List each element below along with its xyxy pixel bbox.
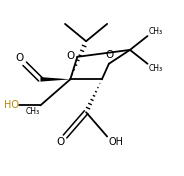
- Text: O: O: [106, 50, 114, 60]
- Text: HO: HO: [3, 100, 19, 110]
- Text: CH₃: CH₃: [25, 107, 40, 116]
- Text: OH: OH: [108, 137, 123, 147]
- Text: O: O: [66, 51, 74, 61]
- Text: CH₃: CH₃: [149, 27, 163, 36]
- Text: CH₃: CH₃: [149, 64, 163, 73]
- Text: O: O: [15, 53, 24, 63]
- Text: O: O: [56, 137, 64, 147]
- Polygon shape: [40, 77, 70, 82]
